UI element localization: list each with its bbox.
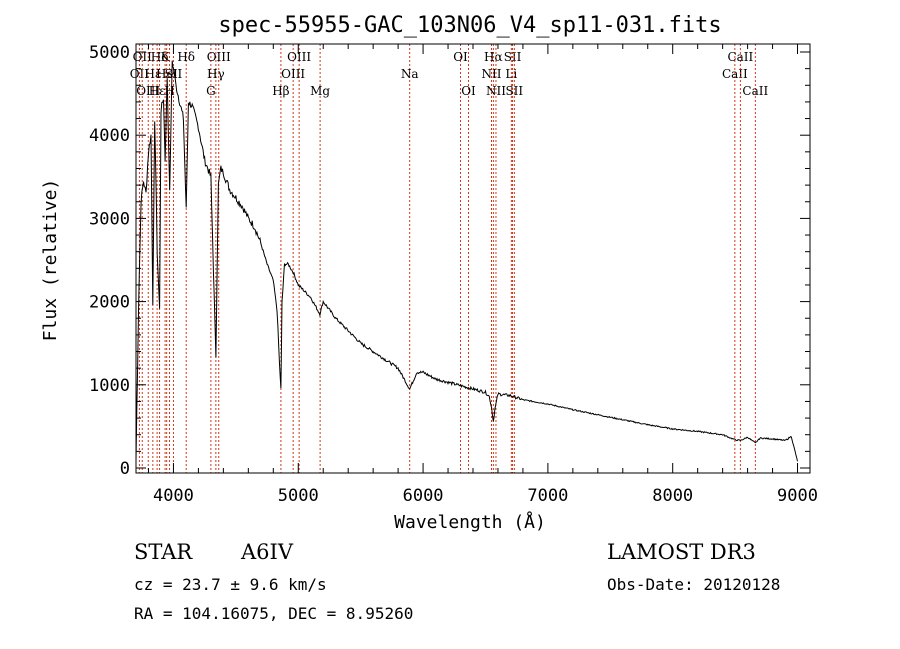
y-axis: 0 1000 2000 3000 4000 5000 [89, 43, 810, 479]
line-label: OIII [281, 67, 305, 81]
line-label: SII [505, 84, 523, 98]
x-tick-label: 5000 [278, 486, 319, 506]
line-label: OIII [287, 50, 311, 64]
line-label: K [161, 50, 171, 64]
y-tick-label: 3000 [89, 209, 130, 229]
line-label: Hδ [151, 50, 169, 64]
y-tick-label: 1000 [89, 376, 130, 396]
line-label: OII [130, 67, 150, 81]
x-tick-label: 4000 [153, 486, 194, 506]
line-label: NII [486, 84, 506, 98]
line-label: NII [481, 67, 501, 81]
line-label: H [164, 84, 174, 98]
line-label: OIII [136, 84, 160, 98]
line-label: Hβ [272, 84, 289, 98]
redshift-cz: cz = 23.7 ± 9.6 km/s [134, 575, 327, 594]
line-label: SII [504, 50, 522, 64]
chart-title: spec-55955-GAC_103N06_V4_sp11-031.fits [218, 13, 721, 38]
observation-date: Obs-Date: 20120128 [607, 575, 781, 594]
x-tick-label: 9000 [777, 486, 818, 506]
object-subclass: A6IV [241, 540, 293, 564]
line-label: OI [453, 50, 468, 64]
line-label: OII [133, 50, 153, 64]
y-tick-label: 0 [120, 459, 130, 479]
y-tick-label: 2000 [89, 293, 130, 313]
x-tick-label: 7000 [527, 486, 568, 506]
line-label: Hδ [177, 50, 195, 64]
line-label: Hγ [207, 67, 225, 81]
spectrum-series [135, 60, 798, 462]
y-tick-label: 5000 [89, 43, 130, 63]
survey-name: LAMOST DR3 [607, 540, 756, 564]
line-label: CaII [727, 50, 753, 64]
line-label: Mg [310, 84, 330, 98]
line-label: SII [165, 67, 183, 81]
spectrum-line [135, 60, 798, 462]
object-class: STAR [134, 540, 193, 564]
x-tick-label: 8000 [652, 486, 693, 506]
spectral-line-markers: OIIOIIOIIIHεHεHδKHelHSIIHδGHγOIIIHβOIIIO… [130, 44, 768, 473]
coordinates: RA = 104.16075, DEC = 8.95260 [134, 604, 414, 623]
line-label: Li [505, 67, 517, 81]
line-label: CaII [742, 84, 768, 98]
y-tick-label: 4000 [89, 126, 130, 146]
x-axis: 4000 5000 6000 7000 8000 9000 [147, 44, 818, 506]
plot-frame [135, 43, 811, 474]
line-label: OI [461, 84, 476, 98]
line-label: G [206, 84, 216, 98]
line-label: CaII [722, 67, 748, 81]
line-label: Hα [484, 50, 503, 64]
y-axis-label: Flux (relative) [40, 179, 61, 342]
x-tick-label: 6000 [403, 486, 444, 506]
line-label: Hε [149, 84, 166, 98]
line-label: Na [401, 67, 419, 81]
x-axis-label: Wavelength (Å) [394, 511, 546, 533]
line-label: OIII [207, 50, 231, 64]
